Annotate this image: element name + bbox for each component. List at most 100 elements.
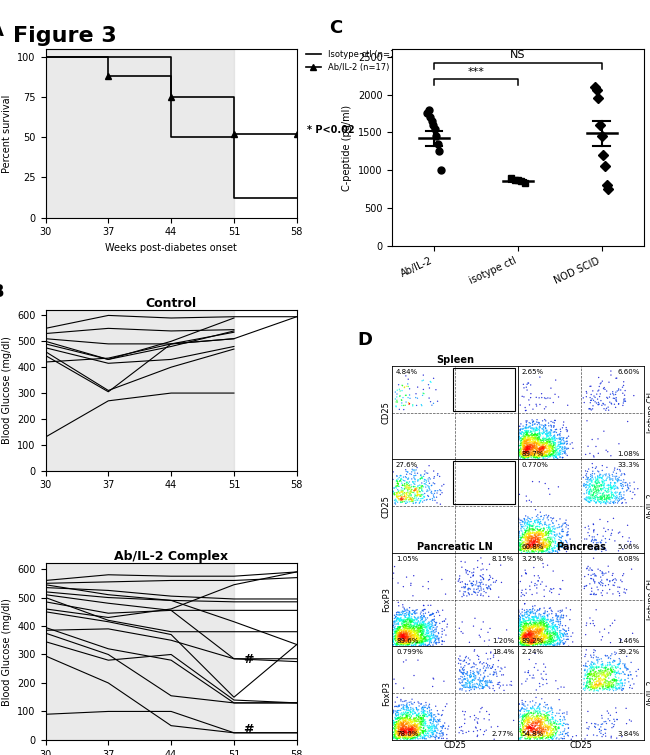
Point [543, 636, 554, 648]
Point [543, 528, 554, 540]
Point [543, 733, 553, 745]
Point [409, 472, 419, 484]
Point [411, 729, 422, 741]
Point [540, 448, 551, 461]
Point [590, 495, 600, 507]
Point [550, 436, 560, 448]
Point [393, 720, 404, 732]
Point [427, 731, 437, 743]
Point [515, 636, 526, 648]
Point [402, 709, 412, 721]
Point [556, 435, 566, 447]
Point [559, 437, 569, 449]
Point [402, 707, 412, 719]
Point [601, 717, 612, 729]
Point [398, 720, 409, 732]
Point [539, 590, 549, 602]
Point [479, 670, 489, 683]
Point [417, 716, 428, 728]
Point [583, 569, 593, 581]
Point [593, 485, 604, 498]
Point [597, 476, 608, 488]
Point [534, 543, 544, 555]
Point [604, 376, 614, 388]
Point [391, 627, 401, 639]
Point [538, 443, 549, 455]
Point [416, 716, 426, 728]
Point [454, 654, 465, 666]
Point [388, 634, 398, 646]
Point [541, 546, 551, 558]
Point [606, 668, 616, 680]
Point [400, 615, 411, 627]
Point [523, 706, 534, 718]
Point [540, 617, 551, 629]
Point [527, 632, 538, 644]
Point [519, 699, 529, 711]
Point [614, 473, 624, 485]
Point [463, 652, 474, 664]
Point [531, 630, 541, 643]
Point [614, 487, 625, 499]
Point [547, 724, 558, 736]
Point [418, 709, 428, 721]
Point [411, 716, 422, 728]
Point [525, 617, 535, 629]
Point [522, 615, 532, 627]
Point [396, 639, 407, 651]
Point [517, 451, 528, 463]
Point [592, 660, 602, 672]
Point [402, 637, 412, 649]
Point [410, 470, 420, 482]
Point [580, 670, 590, 682]
Point [421, 614, 431, 626]
Point [391, 716, 402, 728]
Point [476, 552, 486, 564]
Point [554, 522, 564, 534]
Point [536, 728, 547, 740]
Point [530, 429, 541, 441]
Point [526, 618, 536, 630]
Point [525, 722, 536, 734]
Point [599, 662, 609, 674]
Point [530, 732, 541, 744]
Point [590, 577, 600, 589]
Point [518, 543, 528, 555]
Point [599, 489, 609, 501]
Point [538, 451, 549, 464]
Point [616, 673, 627, 686]
Point [585, 612, 595, 624]
Point [523, 639, 534, 651]
Point [542, 436, 552, 448]
Point [591, 535, 601, 547]
Point [581, 481, 592, 493]
Point [588, 537, 599, 549]
Point [398, 725, 409, 737]
Point [399, 633, 410, 646]
Point [549, 628, 560, 640]
Point [407, 723, 417, 735]
Point [400, 731, 410, 743]
Point [532, 423, 543, 435]
Point [404, 714, 414, 726]
Point [542, 627, 552, 639]
Point [541, 727, 552, 739]
Point [538, 622, 548, 634]
Point [523, 637, 534, 649]
Point [624, 714, 634, 726]
Point [580, 649, 591, 661]
Point [619, 661, 630, 673]
Point [516, 729, 526, 741]
Point [545, 437, 556, 449]
Point [420, 725, 430, 737]
Point [537, 529, 547, 541]
Point [522, 631, 532, 643]
Point [582, 681, 592, 693]
Point [534, 452, 544, 464]
Point [592, 680, 603, 692]
Point [517, 438, 528, 450]
Point [482, 582, 493, 594]
Point [514, 439, 524, 451]
Point [593, 667, 603, 679]
Point [523, 511, 533, 523]
